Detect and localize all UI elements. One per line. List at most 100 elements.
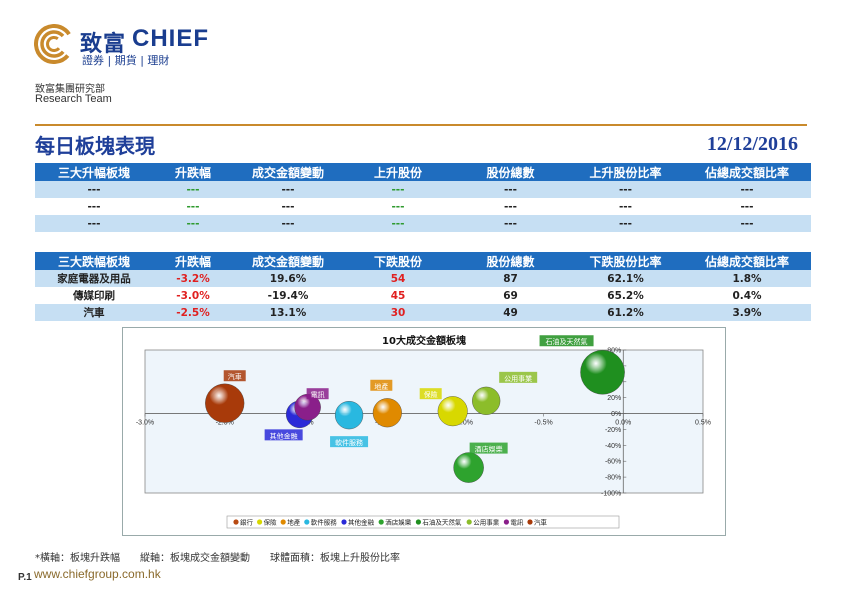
table-cell: --- [35,215,153,232]
legend-marker [415,519,421,525]
header-falling-ratio: 下跌股份比率 [568,252,683,270]
table-row: 汽車 -2.5% 13.1% 30 49 61.2% 3.9% [35,304,811,321]
table-cell: --- [683,181,811,198]
bubble-label: 地產 [374,382,388,391]
x-tick-label: -1.0% [455,420,473,427]
table-cell: --- [233,198,343,215]
page-title: 每日板塊表現 [35,134,155,158]
header-turnover-change: 成交金額變動 [233,163,343,181]
bubble-label-bg [264,429,303,441]
bubble-label-bg [499,371,538,383]
table-header-row: 三大跌幅板塊 升跌幅 成交金額變動 下跌股份 股份總數 下跌股份比率 佔總成交額… [35,252,811,270]
table-cell: 69 [453,287,568,304]
bubble-label: 其他金融 [270,431,298,440]
bubble-label-bg [306,388,329,400]
team-name-en: Research Team [35,93,112,105]
table-cell: 87 [453,270,568,287]
header-total-stocks: 股份總數 [453,163,568,181]
bubble-label: 公用事業 [504,374,532,383]
bubble-軟件服務 [334,401,364,430]
bubble-label-bg [223,370,246,382]
legend-marker [527,519,533,525]
legend-label: 公用事業 [473,518,500,527]
table-cell: 家庭電器及用品 [35,270,153,287]
legend-label: 汽車 [534,518,548,527]
report-date: 12/12/2016 [706,133,798,155]
x-tick-label: -3.0% [136,420,154,427]
header-sector: 三大跌幅板塊 [35,252,153,270]
table-cell: --- [343,181,453,198]
x-tick-label: 0.0% [615,420,631,427]
sector-bubble-chart: -3.0%-2.5%-2.0%-1.5%-1.0%-0.5%0.0%0.5%80… [122,327,726,536]
x-tick-label: -0.5% [534,420,552,427]
website-link[interactable]: www.chiefgroup.com.hk [34,567,161,581]
bubble-label: 軟件服務 [335,438,363,447]
bubble-公用事業 [472,386,501,415]
legend-marker [503,519,509,525]
header-change: 升跌幅 [153,163,233,181]
table-cell: 19.6% [233,270,343,287]
team-name-cn: 致富集團研究部 [35,84,105,95]
table-cell: --- [35,198,153,215]
header-change: 升跌幅 [153,252,233,270]
table-cell: -2.5% [153,304,233,321]
table-row: --- --- --- --- --- --- --- [35,215,811,232]
table-cell: --- [453,215,568,232]
y-tick-label: -80% [605,475,621,482]
bubble-汽車 [205,383,245,423]
legend-marker [378,519,384,525]
table-cell: --- [343,215,453,232]
legend-marker [341,519,347,525]
page-number: P.1 [18,572,32,583]
brand-name-en: CHIEF [132,25,209,52]
x-tick-label: -2.5% [216,420,234,427]
table-cell: --- [343,198,453,215]
header-sector: 三大升幅板塊 [35,163,153,181]
legend-label: 電訊 [510,518,524,527]
table-cell: --- [683,215,811,232]
table-cell: -3.2% [153,270,233,287]
table-cell: --- [453,198,568,215]
header-turnover-share: 佔總成交額比率 [683,163,811,181]
legend-label: 地產 [287,518,301,527]
header-falling-stocks: 下跌股份 [343,252,453,270]
bubble-酒店娛樂 [453,452,484,483]
header-turnover-change: 成交金額變動 [233,252,343,270]
header-rising-ratio: 上升股份比率 [568,163,683,181]
table-cell: 3.9% [683,304,811,321]
table-cell: 62.1% [568,270,683,287]
x-tick-label: 0.5% [695,420,711,427]
table-header-row: 三大升幅板塊 升跌幅 成交金額變動 上升股份 股份總數 上升股份比率 佔總成交額… [35,163,811,181]
bubble-label-bg [370,379,393,391]
legend-label: 石油及天然氣 [422,518,462,527]
table-cell: --- [153,215,233,232]
bubble-label: 石油及天然氣 [546,337,588,346]
bubble-保險 [437,396,468,427]
table-cell: 傳媒印刷 [35,287,153,304]
chart-legend [226,515,620,529]
table-cell: --- [233,181,343,198]
table-cell: 13.1% [233,304,343,321]
brand-name-cn: 致富 [80,32,127,57]
table-cell: 0.4% [683,287,811,304]
table-row: --- --- --- --- --- --- --- [35,181,811,198]
chart-canvas: -3.0%-2.5%-2.0%-1.5%-1.0%-0.5%0.0%0.5%80… [136,334,711,529]
table-cell: --- [153,181,233,198]
table-cell: 54 [343,270,453,287]
bubble-石油及天然氣 [580,349,625,395]
y-tick-label: -60% [605,459,621,466]
table-cell: --- [568,181,683,198]
y-tick-label: -100% [601,491,621,498]
bubble-label: 汽車 [228,372,242,381]
header-divider [35,124,807,126]
legend-label: 軟件服務 [311,518,338,527]
legend-label: 銀行 [240,518,254,527]
table-cell: 45 [343,287,453,304]
header-total-stocks: 股份總數 [453,252,568,270]
bubble-label-bg [330,436,369,448]
table-row: 傳媒印刷 -3.0% -19.4% 45 69 65.2% 0.4% [35,287,811,304]
legend-marker [280,519,286,525]
chief-logo-icon [34,24,74,64]
table-cell: 1.8% [683,270,811,287]
table-cell: 65.2% [568,287,683,304]
